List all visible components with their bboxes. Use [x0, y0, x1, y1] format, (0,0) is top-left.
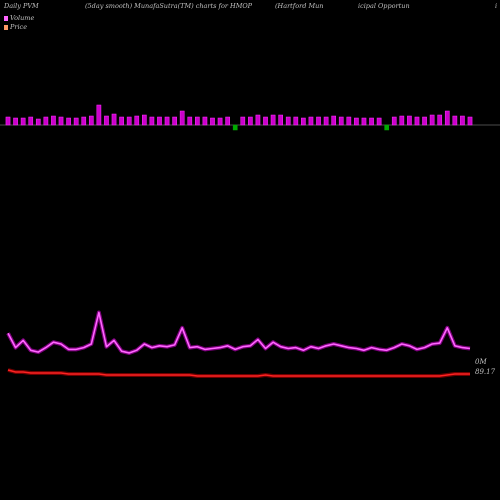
chart-header-name-3: i [495, 2, 498, 10]
volume-bar [316, 116, 321, 126]
volume-bar [195, 116, 200, 126]
volume-bar [255, 114, 261, 126]
chart-header-name-2: icipal Opportun [358, 2, 410, 10]
volume-bar [28, 116, 34, 126]
volume-bar [293, 116, 299, 126]
volume-bar [119, 116, 124, 126]
volume-bar [338, 116, 344, 126]
volume-bar [51, 115, 56, 126]
volume-bar [35, 118, 41, 126]
volume-bar [391, 116, 397, 126]
volume-bar [172, 116, 177, 126]
volume-bar [278, 114, 283, 126]
volume-bar [331, 115, 337, 126]
volume-bar [399, 115, 405, 126]
volume-bar [346, 116, 352, 126]
chart-header-name-1: (Hartford Mun [275, 2, 324, 10]
volume-bar [157, 116, 162, 126]
volume-end-label: 0M [475, 358, 487, 366]
volume-bar [88, 115, 94, 126]
volume-bar [126, 116, 132, 126]
volume-bar [361, 117, 367, 126]
price-end-label: 89.17 [475, 368, 496, 376]
volume-bar [285, 116, 291, 126]
legend-volume: Volume [4, 14, 34, 23]
volume-bar [43, 116, 49, 126]
volume-bar [384, 124, 390, 131]
volume-bar [354, 117, 359, 126]
chart-header-smooth: (5day smooth) MunafaSutra(TM) charts for… [85, 2, 253, 10]
volume-line-glow [6, 310, 471, 355]
volume-bar [210, 117, 215, 126]
volume-bar [437, 114, 443, 126]
volume-bar [81, 116, 87, 126]
volume-bar [111, 113, 117, 126]
legend-volume-swatch [4, 16, 8, 21]
volume-bar [225, 116, 230, 126]
volume-bar [407, 115, 412, 126]
volume-bar [301, 117, 306, 126]
volume-bar [142, 114, 147, 126]
volume-bar [263, 116, 268, 126]
volume-bar [323, 116, 329, 126]
volume-bar [444, 110, 450, 126]
volume-bar [232, 124, 238, 131]
volume-bar [422, 116, 427, 126]
volume-bar [460, 115, 465, 126]
volume-bar [164, 116, 170, 126]
chart-header-left: Daily PVM [4, 2, 39, 10]
price-line [7, 369, 470, 377]
legend-price: Price [4, 23, 34, 32]
volume-bar [376, 117, 382, 126]
volume-bar [134, 115, 140, 126]
legend-price-label: Price [10, 23, 28, 31]
volume-bar [66, 117, 71, 126]
volume-bar [96, 104, 102, 126]
volume-bar [369, 117, 374, 126]
volume-bar [58, 116, 64, 126]
volume-bar [270, 114, 276, 126]
volume-bar [73, 117, 79, 126]
volume-bar [5, 116, 11, 126]
legend-volume-label: Volume [10, 14, 35, 22]
volume-bar [467, 116, 473, 126]
volume-bar [308, 116, 314, 126]
volume-bar [248, 116, 253, 126]
volume-bar [20, 117, 26, 126]
volume-bar [429, 114, 435, 126]
volume-bar [452, 115, 458, 126]
volume-line [7, 311, 471, 354]
volume-bar [104, 115, 109, 126]
volume-bar [13, 117, 18, 126]
price-line-glow [7, 368, 470, 378]
volume-bar [202, 116, 208, 126]
volume-bar [187, 116, 193, 126]
chart-legend: Volume Price [4, 14, 34, 32]
volume-bar [414, 116, 420, 126]
volume-bar [240, 116, 246, 126]
volume-bar [149, 116, 155, 126]
volume-bar [179, 110, 185, 126]
volume-bar [217, 117, 223, 126]
legend-price-swatch [4, 25, 8, 30]
